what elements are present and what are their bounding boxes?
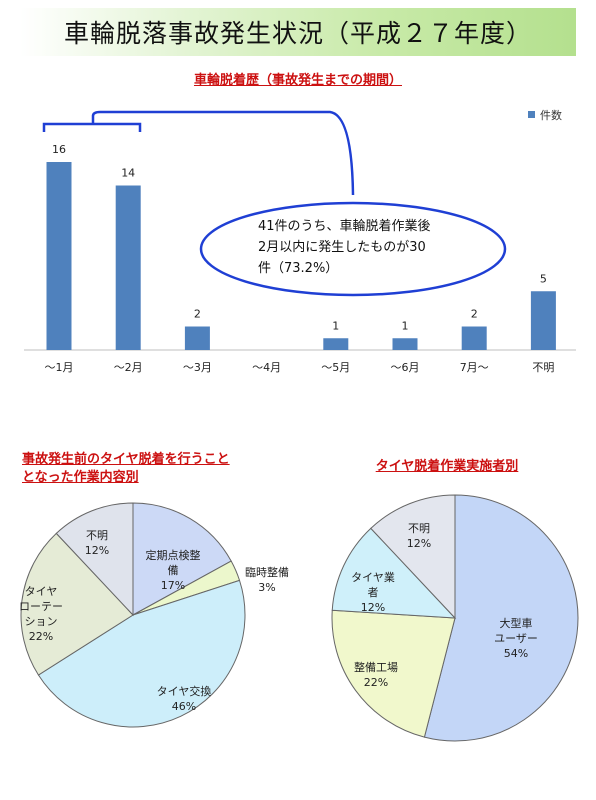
bar-value-label: 2 — [471, 308, 478, 321]
pie1-slice-1 — [132, 502, 232, 616]
bar-legend: 件数 — [528, 109, 562, 122]
pie1-slice-label: 定期点検整備 17% — [137, 548, 209, 593]
x-tick-label: ～1月 — [45, 361, 74, 374]
bracket-line — [42, 122, 142, 132]
bar-1 — [46, 162, 72, 350]
pie-chart-operator — [331, 494, 579, 742]
pie1-slice-label: 臨時整備 3% — [232, 565, 302, 595]
bar-2 — [115, 185, 141, 350]
pie2-label-line: 12% — [406, 537, 432, 550]
bar-6 — [392, 338, 418, 350]
pie1-slice-label: 不明 12% — [66, 528, 128, 558]
pie1-slice-5 — [55, 502, 134, 617]
bar-3 — [184, 326, 210, 350]
legend-swatch — [528, 111, 535, 118]
pie1-label-line: 17% — [160, 579, 186, 592]
x-tick-label: 不明 — [532, 361, 554, 374]
x-tick-label: ～2月 — [114, 361, 143, 374]
pie2-label-line: タイヤ業 — [351, 571, 395, 584]
pie2-label-line: 12% — [360, 601, 386, 614]
x-tick-label: ～3月 — [183, 361, 212, 374]
pie1-slice-label: タイヤローテーション 22% — [6, 584, 76, 644]
pie2-slice-4 — [370, 494, 456, 620]
bar-value-label: 2 — [194, 308, 201, 321]
pie1-title: 事故発生前のタイヤ脱着を行うこと となった作業内容別 — [22, 451, 282, 487]
pie1-slice-3 — [37, 579, 246, 728]
pie1-label-line: 不明 — [86, 529, 108, 542]
x-tick-label: ～5月 — [321, 361, 350, 374]
pie1-slice-label: タイヤ交換 46% — [142, 684, 226, 714]
pie1-title-line2: となった作業内容別 — [22, 470, 139, 485]
pie2-label-line: ユーザー — [494, 632, 538, 645]
pie2-slice-3 — [331, 527, 457, 619]
bar-value-label: 5 — [540, 272, 547, 285]
bar-chart-title: 車輪脱着歴（事故発生までの期間） — [193, 73, 402, 88]
page-title: 車輪脱落事故発生状況（平成２７年度） — [63, 19, 532, 48]
pie1-label-line: タイヤ交換 — [156, 685, 212, 698]
x-tick-label: 7月～ — [460, 361, 489, 374]
pie1-title-line1: 事故発生前のタイヤ脱着を行うこと — [22, 452, 230, 467]
callout-line1: 41件のうち、車輪脱着作業後 — [258, 218, 431, 234]
pie1-label-line: 定期点検整 — [145, 549, 201, 562]
bar-value-label: 1 — [402, 319, 409, 332]
pie2-label-line: 整備工場 — [354, 661, 398, 674]
pie1-slice-4 — [20, 532, 134, 676]
callout-line2: 2月以内に発生したものが30 — [258, 239, 426, 255]
pie2-label-line: 不明 — [408, 522, 430, 535]
bar-value-label: 1 — [332, 319, 339, 332]
pie-chart-work-type — [20, 502, 246, 728]
callout-ellipse — [199, 201, 507, 297]
pie1-label-line: 46% — [171, 700, 197, 713]
pie1-label-line: 3% — [258, 581, 276, 594]
pie2-label-line: 54% — [503, 647, 529, 660]
pie1-label-line: 臨時整備 — [245, 566, 289, 579]
pie2-label-line: 者 — [367, 586, 379, 599]
callout-pointer — [91, 110, 355, 196]
pie2-slice-label: タイヤ業者 12% — [338, 570, 408, 615]
pie2-label-line: 22% — [363, 676, 389, 689]
pie2-slice-1 — [423, 494, 579, 742]
bracket-annotation: 41件のうち、車輪脱着作業後 2月以内に発生したものが30 件（73.2%） — [42, 110, 507, 297]
pie2-slice-label: 整備工場 22% — [334, 660, 418, 690]
bar-chart: 16 ～1月 14 ～2月 2 ～3月 ～4月 1 ～5月 1 ～6月 2 7月～ 5 不明 — [24, 143, 576, 374]
bar-7 — [461, 326, 487, 350]
pie2-label-line: 大型車 — [499, 617, 533, 630]
pie1-label-line: 22% — [28, 630, 54, 643]
pie2-title: タイヤ脱着作業実施者別 — [375, 459, 519, 474]
pie1-label-line: 備 — [167, 564, 179, 577]
pie1-label-line: ション — [24, 615, 58, 628]
pie2-slice-label: 不明 12% — [388, 521, 450, 551]
callout-line3: 件（73.2%） — [258, 261, 338, 276]
legend-label: 件数 — [540, 109, 562, 122]
bar-5 — [323, 338, 349, 350]
bar-value-label: 16 — [52, 143, 66, 156]
bar-8 — [530, 291, 556, 350]
x-tick-label: ～6月 — [391, 361, 420, 374]
pie2-slice-label: 大型車ユーザー 54% — [478, 616, 554, 661]
bar-value-label: 14 — [121, 167, 135, 180]
x-tick-label: ～4月 — [252, 361, 281, 374]
pie1-label-line: 12% — [84, 544, 110, 557]
title-banner: 車輪脱落事故発生状況（平成２７年度） — [20, 8, 576, 56]
pie1-label-line: タイヤ — [24, 585, 58, 598]
pie1-label-line: ローテー — [19, 600, 63, 613]
pie2-slice-2 — [331, 609, 456, 738]
